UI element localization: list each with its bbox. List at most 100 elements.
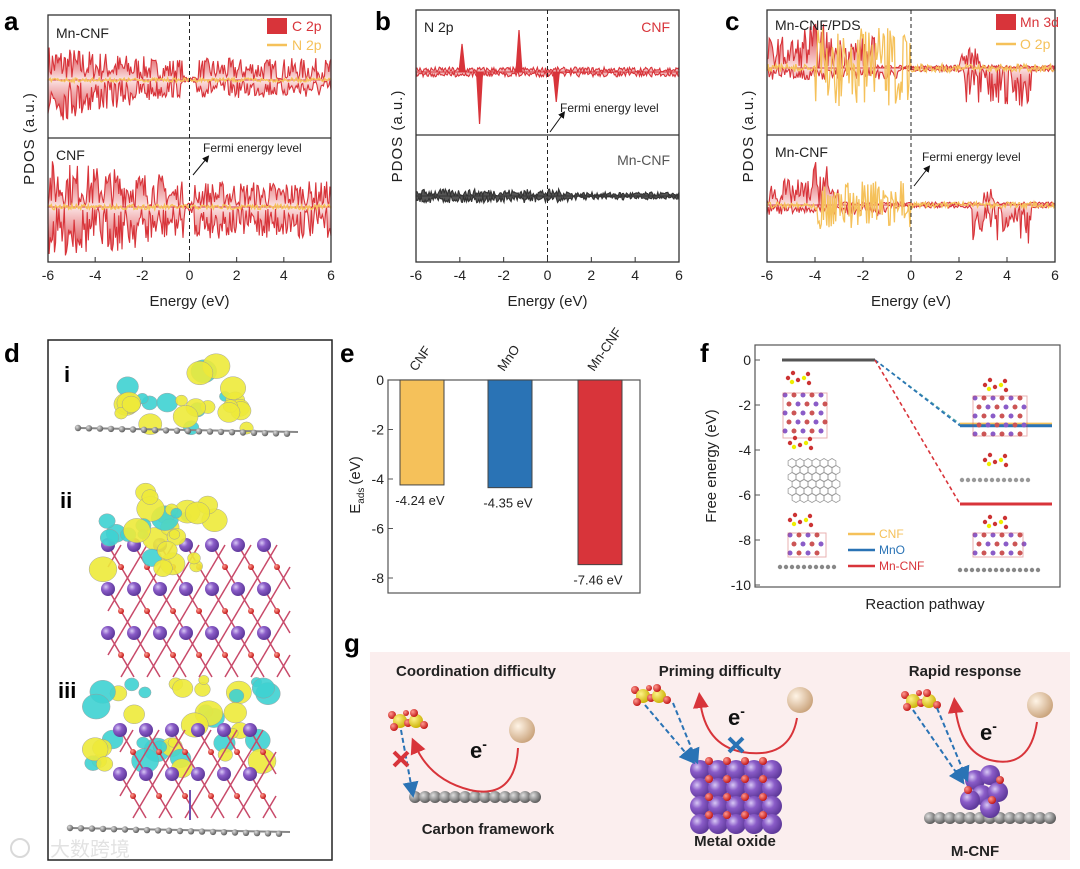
charge-density-lobe — [88, 556, 118, 583]
sublabel-ii: ii — [60, 488, 72, 513]
bond — [146, 610, 161, 634]
subplot-label-mn-cnf: Mn-CNF — [56, 25, 109, 41]
bond — [263, 632, 278, 656]
pds-atom — [903, 703, 911, 711]
energy-profile-chart-f: 0 -2 -4 -6 -8 -10 Free energy (eV) Reaction pat… — [703, 344, 1061, 613]
bar-data-label: -7.46 eV — [573, 573, 622, 588]
pds-atom — [916, 690, 922, 696]
manganese-atom — [257, 538, 271, 552]
c2p-mn-cnf-down — [47, 78, 332, 121]
atom — [809, 428, 815, 434]
atom — [1017, 550, 1023, 556]
charge-density-lobe — [228, 688, 245, 703]
watermark-text: 大数跨境 — [50, 837, 130, 861]
atom — [981, 431, 987, 437]
atom — [1002, 453, 1008, 459]
manganese-atom — [139, 767, 153, 781]
atom — [1003, 524, 1009, 530]
panel-label-e: e — [340, 338, 354, 368]
subplot-label-mn-cnf: Mn-CNF — [617, 152, 670, 168]
carbon-atom — [242, 829, 250, 836]
carbon-atom — [813, 564, 819, 570]
x-tick-label: -6 — [42, 267, 55, 283]
graphene-hex — [823, 493, 833, 503]
atom — [1008, 413, 1014, 419]
carbon-atom — [1025, 477, 1031, 483]
oxygen-atom — [759, 775, 767, 783]
manganese-atom — [127, 626, 141, 640]
manganese-atom — [231, 538, 245, 552]
atom — [990, 413, 996, 419]
oxygen-atom — [759, 757, 767, 765]
electron-donor-sphere — [509, 717, 535, 743]
oxygen-atom — [208, 749, 214, 755]
oxygen-atom — [156, 793, 162, 799]
carbon-atom — [272, 430, 280, 437]
carbon-atom — [449, 791, 461, 803]
atom — [990, 550, 996, 556]
metal-atom — [726, 814, 746, 834]
oxygen-atom — [170, 608, 176, 614]
metal-atom — [980, 765, 1000, 785]
carbon-atom — [173, 427, 181, 434]
carbon-atom — [1001, 477, 1007, 483]
caption-carbon-framework: Carbon framework — [422, 821, 555, 838]
pdos-chart-a: -6 -4 -2 0 2 4 6 Energy (eV) PDOS (a.u.) Mn-CNF CN… — [21, 14, 335, 310]
atom — [1017, 413, 1023, 419]
manganese-atom — [153, 626, 167, 640]
charge-density-lobe — [247, 748, 277, 774]
watermark: 大数跨境 — [10, 837, 130, 861]
manganese-atom — [217, 767, 231, 781]
oxygen-atom — [964, 786, 972, 794]
carbon-atom — [187, 828, 195, 835]
y-label-main: E — [347, 504, 364, 514]
oxygen-atom — [723, 811, 731, 819]
bond — [198, 566, 213, 590]
oxygen-atom — [274, 608, 280, 614]
x-tick-label: 0 — [544, 267, 552, 283]
carbon-atom — [1044, 812, 1056, 824]
charge-density-lobe — [138, 686, 152, 699]
atom — [1008, 395, 1014, 401]
oxygen-atom — [130, 793, 136, 799]
carbon-atom — [1004, 812, 1016, 824]
atom — [972, 431, 978, 437]
carbon-atom — [995, 477, 1001, 483]
x-tick-label: 0 — [186, 267, 194, 283]
bond — [158, 795, 173, 819]
charge-density-lobe — [156, 541, 178, 560]
carbon-atom — [519, 791, 531, 803]
subplot-label-cnf: CNF — [56, 147, 85, 163]
carbon-atom — [74, 424, 82, 432]
atom — [986, 461, 992, 467]
y-tick-label: 0 — [743, 352, 751, 368]
panel-label-b: b — [375, 6, 391, 36]
oxygen-atom — [118, 608, 124, 614]
atom — [790, 370, 796, 376]
oxygen-atom — [723, 757, 731, 765]
manganese-atom — [231, 582, 245, 596]
bonds — [972, 395, 1028, 437]
atom — [809, 392, 815, 398]
bond — [210, 795, 225, 819]
bond — [107, 588, 122, 612]
bond — [132, 795, 147, 819]
charge-density-lobe — [175, 394, 188, 407]
caption-m-cnf: M-CNF — [951, 843, 999, 860]
charge-density-lobe — [223, 702, 247, 724]
atom — [994, 422, 1000, 428]
atom — [981, 395, 987, 401]
atom — [1012, 404, 1018, 410]
atom — [818, 392, 824, 398]
carbon-atom — [954, 812, 966, 824]
manganese-atom — [205, 582, 219, 596]
carbon-atom — [983, 477, 989, 483]
charge-density-lobe — [217, 747, 233, 762]
carbon-atom — [1005, 567, 1011, 573]
atom — [801, 375, 807, 381]
fermi-arrow — [192, 155, 210, 176]
graphene-hex — [807, 493, 817, 503]
x-tick-label: 4 — [1003, 267, 1011, 283]
charge-density-lobe — [198, 675, 210, 685]
legend-label-o2p: O 2p — [1020, 36, 1051, 52]
